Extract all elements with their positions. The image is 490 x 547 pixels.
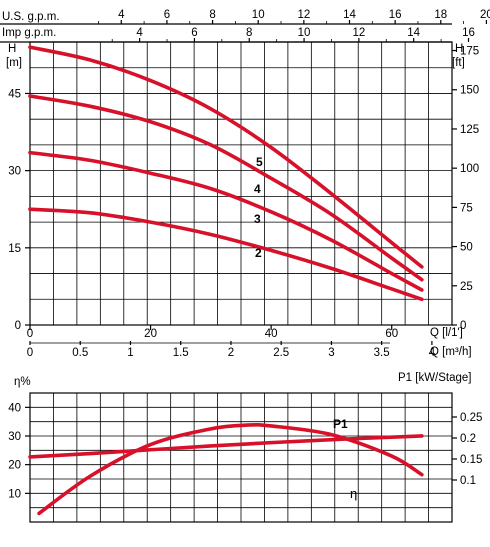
right-h-unit: [ft]	[452, 57, 465, 69]
x2-tick-label: 3.5	[374, 347, 390, 359]
y-right-tick-label: 150	[460, 85, 479, 97]
us-gpm-tick-label: 18	[434, 9, 447, 21]
y-tick-label: 0	[15, 320, 21, 332]
x2-tick-label: 0	[27, 347, 33, 359]
head-curve-stage-4	[28, 94, 424, 282]
efficiency-curve	[37, 422, 424, 516]
us-gpm-tick-label: 10	[252, 9, 265, 21]
power-curve	[28, 434, 424, 459]
imp-gpm-tick-label: 10	[298, 27, 311, 39]
x-tick-label: 60	[385, 328, 398, 340]
x-tick-label: 0	[27, 328, 33, 340]
x-axis-label-lps: Q [l/1']	[430, 327, 463, 339]
curve-label-stage-4: 4	[254, 182, 261, 196]
us-gpm-tick-label: 16	[389, 9, 402, 21]
y-right-tick-label: 100	[460, 163, 479, 175]
left-h-unit: [m]	[6, 57, 22, 69]
x2-tick-label: 1	[127, 347, 133, 359]
x2-tick-label: 0.5	[72, 347, 88, 359]
curve-label-stage-3: 3	[254, 212, 261, 226]
x-axis-label-m3h: Q [m³/h]	[430, 346, 472, 358]
y-right-tick-label: 50	[460, 242, 473, 254]
x2-tick-label: 2	[228, 347, 234, 359]
us-gpm-tick-label: 4	[118, 9, 125, 21]
power-curve-label: P1	[333, 417, 348, 431]
y-tick-label: 15	[8, 243, 21, 255]
y-right-tick-label: 25	[460, 281, 473, 293]
eff-tick-label: 30	[8, 431, 21, 443]
power-tick-label: 0.15	[460, 454, 482, 466]
eff-tick-label: 10	[8, 488, 21, 500]
imp-gpm-tick-label: 6	[191, 27, 197, 39]
x2-tick-label: 2.5	[273, 347, 289, 359]
imp-gpm-axis-label: Imp g.p.m.	[2, 27, 56, 39]
x2-tick-label: 4	[429, 347, 436, 359]
power-tick-label: 0.2	[460, 433, 476, 445]
head-curve-stage-3	[28, 150, 424, 292]
x2-tick-label: 1.5	[173, 347, 189, 359]
x-tick-label: 20	[144, 328, 157, 340]
power-axis-label: P1 [kW/Stage]	[398, 372, 472, 384]
left-h-label: H	[8, 43, 16, 55]
eff-tick-label: 40	[8, 402, 21, 414]
us-gpm-tick-label: 6	[164, 9, 170, 21]
us-gpm-axis-label: U.S. g.p.m.	[2, 11, 60, 23]
y-right-tick-label: 0	[460, 320, 466, 332]
y-right-tick-label: 75	[460, 202, 473, 214]
curve-label-stage-2: 2	[255, 246, 262, 260]
us-gpm-tick-label: 8	[209, 9, 215, 21]
power-tick-label: 0.25	[460, 412, 482, 424]
y-tick-label: 45	[8, 88, 21, 100]
head-curve-stage-2	[28, 207, 424, 302]
us-gpm-tick-label: 12	[297, 9, 310, 21]
head-curve-stage-5	[28, 45, 424, 269]
curve-label-stage-5: 5	[256, 155, 263, 169]
imp-gpm-tick-label: 14	[407, 27, 420, 39]
y-tick-label: 30	[8, 166, 21, 178]
x2-tick-label: 3	[328, 347, 334, 359]
x-tick-label: 40	[265, 328, 278, 340]
y-right-tick-label: 175	[460, 46, 479, 58]
right-h-label: H	[455, 43, 463, 55]
efficiency-axis-label: η%	[14, 376, 31, 388]
imp-gpm-tick-label: 12	[352, 27, 365, 39]
efficiency-curve-label: η	[350, 486, 357, 501]
imp-gpm-tick-label: 8	[246, 27, 252, 39]
power-tick-label: 0.1	[460, 475, 476, 487]
imp-gpm-tick-label: 4	[136, 27, 143, 39]
us-gpm-tick-label: 14	[343, 9, 356, 21]
y-right-tick-label: 125	[460, 124, 479, 136]
eff-tick-label: 20	[8, 460, 21, 472]
us-gpm-tick-label: 20	[480, 9, 490, 21]
imp-gpm-tick-label: 16	[462, 27, 475, 39]
